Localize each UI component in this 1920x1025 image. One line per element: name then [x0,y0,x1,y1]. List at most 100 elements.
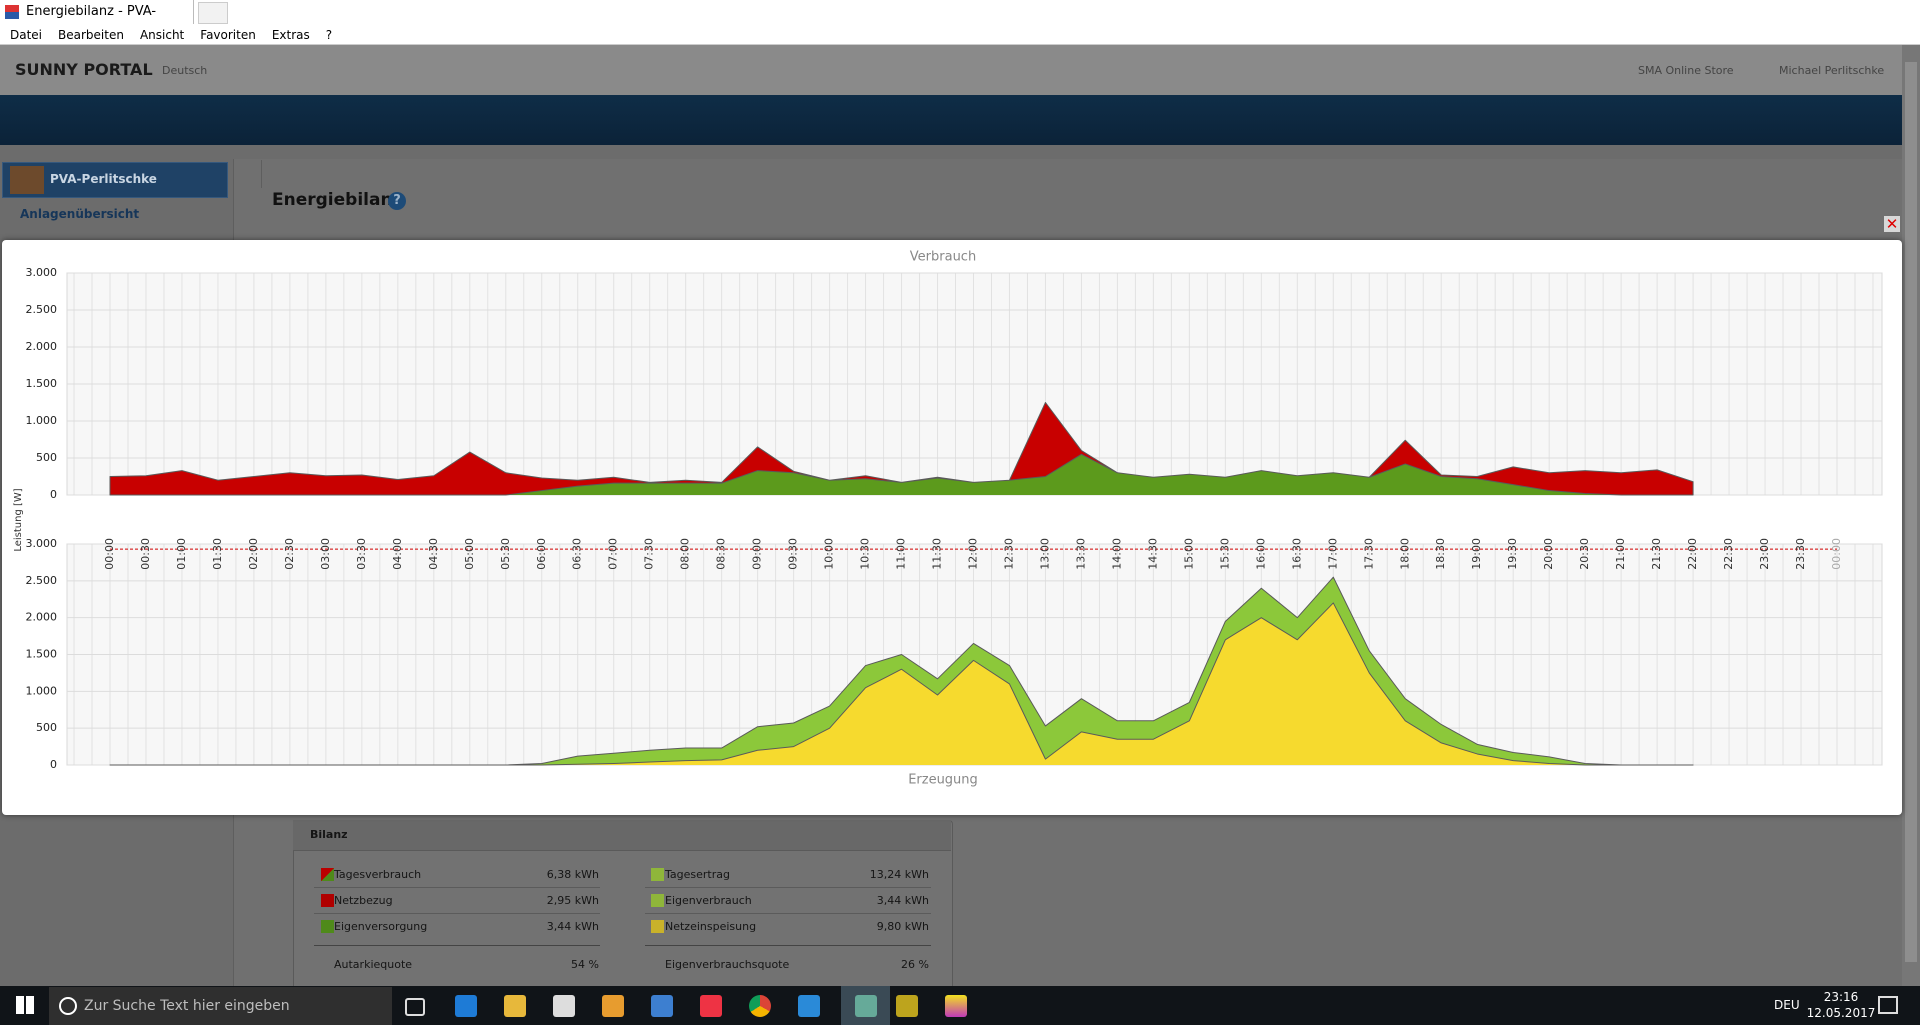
app-icon[interactable] [455,995,477,1017]
x-tick-label: 16:00 [1254,538,1267,570]
x-tick-label: 22:30 [1722,538,1735,570]
x-tick-label: 17:30 [1362,538,1375,570]
x-tick-label: 02:00 [247,538,260,570]
menu-item[interactable]: Favoriten [200,28,256,42]
language-select[interactable]: Deutsch [162,64,208,77]
brand[interactable]: SUNNY PORTAL [15,60,153,79]
app-icon[interactable] [945,995,967,1017]
legend-icon [651,868,664,881]
y-tick-label: 3.000 [26,537,58,550]
x-tick-label: 21:30 [1650,538,1663,570]
x-tick-label: 19:00 [1470,538,1483,570]
clock-time[interactable]: 23:16 [1823,990,1859,1004]
app-icon[interactable] [749,995,771,1017]
x-tick-label: 03:30 [355,538,368,570]
app-icon[interactable] [651,995,673,1017]
bilanz-value: 26 % [901,958,929,971]
x-tick-label: 09:30 [787,538,800,570]
y-tick-label: 1.500 [26,377,58,390]
menu-item[interactable]: Extras [271,28,310,42]
x-tick-label: 10:30 [859,538,872,570]
row-separator [314,945,600,946]
y-tick-label: 2.500 [26,303,58,316]
x-tick-label: 02:30 [283,538,296,570]
bilanz-value: 2,95 kWh [546,894,599,907]
tab-bar [0,0,1920,25]
clock-date[interactable]: 12.05.2017 [1806,1006,1876,1020]
close-button[interactable]: ✕ [1884,215,1900,233]
x-tick-label: 00:30 [139,538,152,570]
start-button[interactable] [16,996,34,1014]
bilanz-value: 54 % [571,958,599,971]
x-tick-label: 00:00 [103,538,116,570]
y-tick-label: 2.500 [26,574,58,587]
x-tick-label: 13:00 [1038,538,1051,570]
nav-link[interactable]: Anlagenübersicht [20,207,140,221]
bilanz-label: Eigenversorgung [334,920,428,933]
menu-item[interactable]: Bearbeiten [58,28,124,42]
app-icon[interactable] [700,995,722,1017]
app-icon[interactable] [896,995,918,1017]
menu-item[interactable]: ? [325,28,333,42]
bilanz-title[interactable]: Bilanz [310,828,348,841]
help-icon[interactable]: ? [388,192,406,210]
search-icon [59,997,77,1015]
y-tick-label: 3.000 [26,266,58,279]
user-menu[interactable]: Michael Perlitschke [1779,64,1885,77]
area [109,576,1694,766]
input-language[interactable]: DEU [1774,998,1800,1012]
x-tick-label: 06:30 [571,538,584,570]
app-icon[interactable] [602,995,624,1017]
x-tick-label: 15:00 [1182,538,1195,570]
task-view[interactable] [405,998,425,1016]
tab-icon [5,5,19,19]
x-tick-label: 05:00 [463,538,476,570]
app-icon[interactable] [553,995,575,1017]
x-tick-label: 11:30 [931,538,944,570]
x-tick-label: 20:00 [1542,538,1555,570]
y-tick-label: 0 [50,758,57,771]
x-tick-label: 23:00 [1758,538,1771,570]
x-tick-label: 15:30 [1218,538,1231,570]
x-tick-label: 21:00 [1614,538,1627,570]
y-tick-label: 1.000 [26,684,58,697]
y-tick-label: 1.000 [26,414,58,427]
portal-header [0,45,1902,95]
y-tick-label: 2.000 [26,340,58,353]
browser-tab[interactable]: Energiebilanz - PVA-Perlitsc... [0,0,194,43]
app-icon[interactable] [504,995,526,1017]
collapse-button[interactable] [233,160,262,188]
bilanz-header[interactable] [293,820,951,851]
store-link[interactable]: SMA Online Store [1638,64,1734,77]
x-tick-label: 18:00 [1398,538,1411,570]
legend-icon [651,894,664,907]
menu-item[interactable]: Ansicht [139,28,185,42]
y-tick-label: 0 [50,488,57,501]
x-tick-label: 04:00 [391,538,404,570]
area [110,602,1694,765]
bilanz-value: 13,24 kWh [869,868,929,881]
x-tick-label: 13:30 [1074,538,1087,570]
plant-name[interactable]: PVA-Perlitschke [50,172,157,186]
plant-image [10,166,44,194]
new-tab[interactable] [198,2,228,24]
search-box[interactable] [49,987,392,1025]
bilanz-label: Tagesertrag [665,868,730,881]
app-icon[interactable] [855,995,877,1017]
x-tick-label: 12:00 [967,538,980,570]
x-tick-label: 12:30 [1002,538,1015,570]
menu-item[interactable]: Datei [10,28,43,42]
x-tick-label: 22:00 [1686,538,1699,570]
x-tick-label: 07:00 [607,538,620,570]
y-tick-label: 500 [36,451,57,464]
legend-icon [321,920,334,933]
legend-icon [321,894,334,907]
legend-icon [651,920,664,933]
scroll-thumb[interactable] [1905,62,1917,962]
notifications[interactable] [1878,996,1898,1014]
y-tick-label: 2.000 [26,611,58,624]
x-tick-label: 01:30 [211,538,224,570]
app-icon[interactable] [798,995,820,1017]
search-placeholder[interactable]: Zur Suche Text hier eingeben [84,998,290,1014]
